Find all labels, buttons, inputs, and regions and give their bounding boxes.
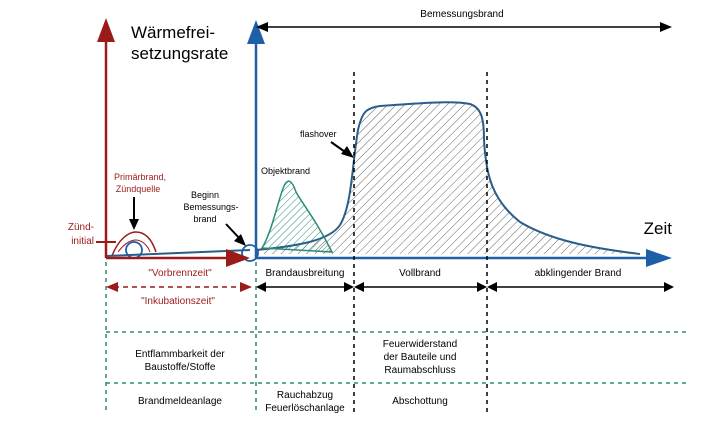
measure-feuerwiderstand-2: der Bauteile und xyxy=(384,352,457,363)
beginn-label-2: Bemessungs- xyxy=(183,202,238,212)
phase-abklingender-brand: abklingender Brand xyxy=(535,268,622,279)
y-axis-label-line2: setzungsrate xyxy=(131,44,228,63)
inkubationszeit-arrow-left xyxy=(106,282,118,292)
fire-curve-line xyxy=(255,101,641,255)
inkubationszeit-label: "Inkubationszeit" xyxy=(141,296,215,307)
zuend-label-2: initial xyxy=(71,236,94,247)
bemessungsbrand-arrow-left xyxy=(256,22,268,32)
measure-entflammbarkeit-1: Entflammbarkeit der xyxy=(135,349,225,360)
fire-curve-area xyxy=(256,102,640,255)
measure-abschottung: Abschottung xyxy=(392,396,448,407)
bemessungsbrand-label: Bemessungsbrand xyxy=(420,9,503,20)
primaerbrand-inner-line xyxy=(117,239,151,253)
measure-rauchabzug-1: Rauchabzug xyxy=(277,390,333,401)
bemessungsbrand-arrow-right xyxy=(660,22,672,32)
blue-y-arrowhead xyxy=(247,20,265,44)
beginn-circle xyxy=(241,244,259,262)
measure-entflammbarkeit-2: Baustoffe/Stoffe xyxy=(145,362,216,373)
callout-arrows xyxy=(129,141,354,246)
measure-rauchabzug-2: Feuerlöschanlage xyxy=(265,403,345,414)
phase-brandausbreitung: Brandausbreitung xyxy=(266,268,345,279)
measure-feuerwiderstand-1: Feuerwiderstand xyxy=(383,339,457,350)
zuend-label-1: Zünd- xyxy=(68,222,94,233)
red-x-arrowhead xyxy=(226,249,250,267)
flashover-label: flashover xyxy=(300,129,337,139)
phase-arrows xyxy=(256,282,674,292)
measure-feuerwiderstand-3: Raumabschluss xyxy=(384,365,455,376)
objektbrand-area xyxy=(260,180,334,253)
beginn-label-3: brand xyxy=(193,214,216,224)
objektbrand-label: Objektbrand xyxy=(261,166,310,176)
y-axis-label-line1: Wärmefrei- xyxy=(131,23,215,42)
x-axis-label: Zeit xyxy=(644,219,673,238)
vorbrennzeit-label: "Vorbrennzeit" xyxy=(148,268,212,279)
measure-brandmeldeanlage: Brandmeldeanlage xyxy=(138,396,222,407)
primaerbrand-label-1: Primärbrand, xyxy=(114,172,166,182)
primaerbrand-label-2: Zündquelle xyxy=(116,184,161,194)
inkubationszeit-arrow-right xyxy=(240,282,252,292)
primaerbrand-bump xyxy=(111,231,157,257)
phase-vollbrand: Vollbrand xyxy=(399,268,441,279)
beginn-label-1: Beginn xyxy=(191,190,219,200)
blue-x-arrowhead xyxy=(646,249,672,267)
red-y-arrowhead xyxy=(97,18,115,42)
